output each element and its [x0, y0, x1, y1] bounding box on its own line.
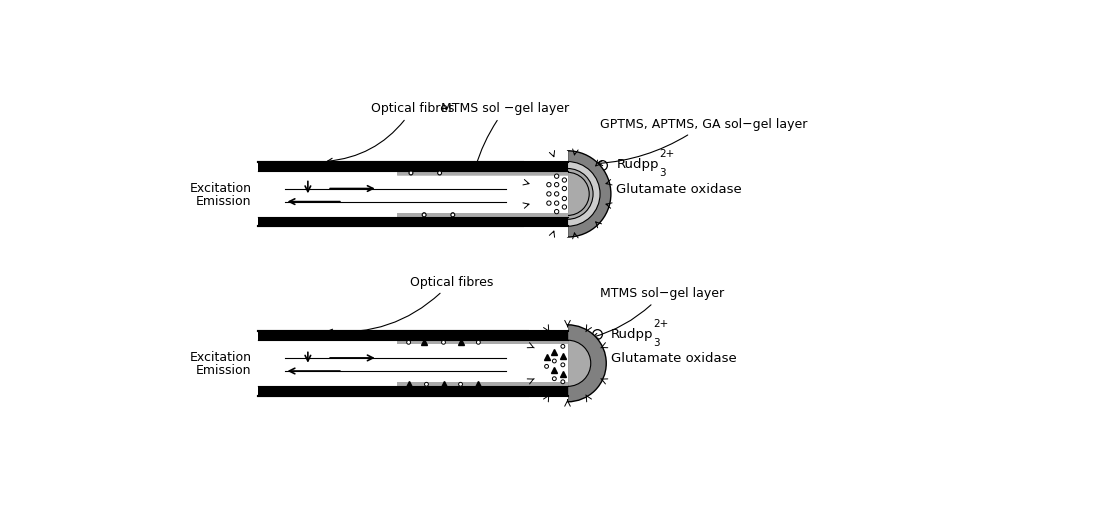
Bar	[257, 386, 567, 396]
Circle shape	[451, 213, 455, 217]
Text: Emission: Emission	[196, 195, 252, 208]
Bar	[257, 162, 567, 171]
Circle shape	[560, 363, 565, 367]
Circle shape	[409, 171, 413, 175]
Text: Rudpp: Rudpp	[611, 328, 654, 341]
Text: MTMS sol−gel layer: MTMS sol−gel layer	[592, 287, 724, 338]
Circle shape	[546, 183, 551, 187]
Bar	[397, 171, 567, 175]
Circle shape	[442, 340, 445, 344]
Bar	[257, 162, 567, 171]
Circle shape	[422, 213, 426, 217]
Text: 3: 3	[659, 169, 666, 178]
Text: MTMS sol −gel layer: MTMS sol −gel layer	[442, 102, 569, 167]
Bar	[397, 171, 567, 175]
Circle shape	[458, 382, 463, 386]
Circle shape	[546, 201, 551, 205]
Circle shape	[555, 174, 558, 178]
Bar	[397, 340, 567, 344]
Bar	[257, 340, 567, 386]
Text: GPTMS, APTMS, GA sol−gel layer: GPTMS, APTMS, GA sol−gel layer	[598, 118, 808, 166]
Wedge shape	[567, 169, 593, 219]
Circle shape	[422, 213, 426, 217]
Text: Glutamate oxidase: Glutamate oxidase	[611, 352, 736, 365]
Bar	[397, 213, 567, 217]
Bar	[257, 340, 397, 386]
Circle shape	[545, 364, 548, 369]
Text: Excitation: Excitation	[189, 351, 252, 364]
Bar	[257, 386, 567, 396]
Circle shape	[553, 359, 556, 363]
Circle shape	[555, 183, 558, 187]
Bar	[529, 325, 567, 402]
Circle shape	[563, 186, 567, 191]
Wedge shape	[567, 162, 600, 226]
Text: Optical fibres: Optical fibres	[328, 102, 454, 163]
Bar	[257, 331, 567, 340]
Bar	[397, 382, 567, 386]
Bar	[257, 217, 567, 226]
Text: Glutamate oxidase: Glutamate oxidase	[617, 183, 742, 196]
Circle shape	[555, 201, 558, 205]
Bar	[524, 151, 567, 237]
Wedge shape	[567, 151, 611, 237]
Text: 2+: 2+	[659, 149, 674, 159]
Circle shape	[563, 196, 567, 201]
Bar	[397, 382, 567, 386]
Text: Emission: Emission	[196, 364, 252, 377]
Wedge shape	[567, 172, 589, 215]
Text: Rudpp: Rudpp	[617, 158, 658, 171]
Circle shape	[437, 171, 442, 175]
Bar	[397, 213, 567, 217]
Bar	[257, 217, 567, 226]
Bar	[397, 340, 567, 344]
Wedge shape	[567, 325, 607, 402]
Circle shape	[563, 205, 567, 209]
Text: Optical fibres: Optical fibres	[328, 276, 493, 334]
Circle shape	[555, 192, 558, 196]
Text: Excitation: Excitation	[189, 182, 252, 195]
Bar	[257, 331, 567, 340]
Text: 2+: 2+	[654, 319, 669, 329]
Text: 3: 3	[654, 338, 660, 348]
Circle shape	[560, 344, 565, 348]
Circle shape	[437, 171, 442, 175]
Circle shape	[477, 340, 480, 344]
Wedge shape	[567, 340, 591, 386]
Circle shape	[553, 377, 556, 381]
Circle shape	[563, 178, 567, 182]
Circle shape	[409, 171, 413, 175]
Bar	[257, 171, 397, 217]
Circle shape	[451, 213, 455, 217]
Bar	[257, 171, 567, 217]
Circle shape	[424, 382, 429, 386]
Circle shape	[560, 380, 565, 384]
Circle shape	[407, 340, 411, 344]
Circle shape	[555, 209, 558, 214]
Circle shape	[546, 192, 551, 196]
